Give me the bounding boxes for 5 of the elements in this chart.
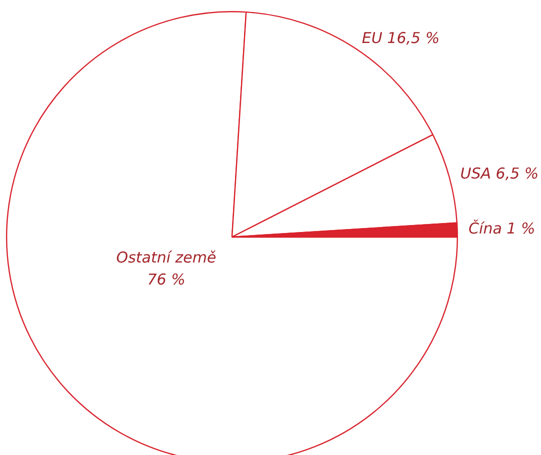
slice-label: Ostatní země xyxy=(116,248,216,267)
slice-label: Čína 1 % xyxy=(468,219,536,238)
data-label: 76 % xyxy=(147,270,186,289)
slice-label: USA 6,5 % xyxy=(460,164,539,182)
slice-label: EU 16,5 % xyxy=(362,29,440,48)
